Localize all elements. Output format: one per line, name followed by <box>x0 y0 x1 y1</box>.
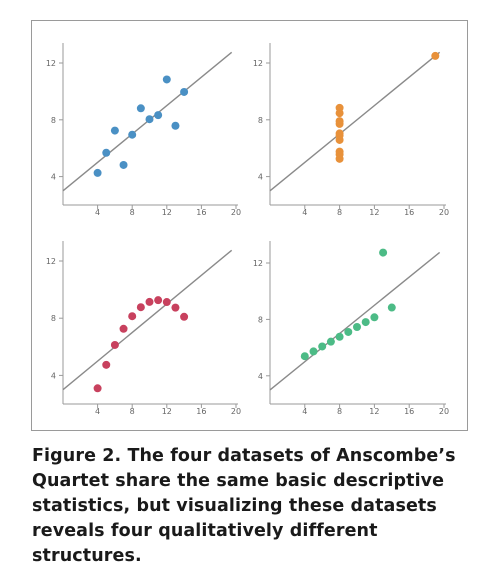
data-point <box>110 126 119 135</box>
data-point <box>309 347 318 356</box>
data-point <box>154 111 163 120</box>
scatter-panel-4: 4 8 12 16 20 4 8 12 <box>253 241 449 416</box>
data-point <box>171 121 180 130</box>
x-tick-label: 8 <box>337 407 342 416</box>
x-tick-label: 4 <box>302 407 307 416</box>
data-point <box>136 104 145 113</box>
data-point <box>128 130 137 139</box>
y-tick-label: 8 <box>51 116 56 125</box>
regression-line <box>62 249 233 391</box>
x-tick-label: 8 <box>130 208 135 217</box>
x-tick-label: 4 <box>302 208 307 217</box>
data-point <box>326 337 335 346</box>
y-tick-label: 12 <box>253 259 263 268</box>
y-tick-label: 4 <box>51 173 56 182</box>
data-point <box>145 297 154 306</box>
regression-line <box>269 251 441 391</box>
regression-line <box>269 51 441 192</box>
x-tick-label: 20 <box>231 208 241 217</box>
scatter-panel-1: 4 8 12 16 20 4 8 12 <box>46 43 241 217</box>
x-tick-label: 20 <box>439 407 449 416</box>
data-point <box>335 117 344 126</box>
data-point <box>119 324 128 333</box>
x-tick-label: 20 <box>231 407 241 416</box>
data-point <box>300 352 309 361</box>
x-tick-label: 16 <box>196 407 206 416</box>
data-point <box>180 312 189 321</box>
y-tick-label: 12 <box>253 59 263 68</box>
figure-frame <box>31 20 468 431</box>
data-point <box>335 109 344 118</box>
data-point <box>387 303 396 312</box>
y-tick-label: 12 <box>46 59 56 68</box>
data-point <box>335 332 344 341</box>
figure-caption: Figure 2. The four datasets of Anscombe’… <box>32 446 456 566</box>
y-tick-label: 8 <box>51 314 56 323</box>
y-tick-label: 4 <box>258 372 263 381</box>
x-tick-label: 16 <box>196 208 206 217</box>
data-point <box>93 384 102 393</box>
data-point <box>318 342 327 351</box>
data-point <box>431 51 440 60</box>
x-tick-label: 8 <box>337 208 342 217</box>
data-point <box>102 360 111 369</box>
data-point <box>93 168 102 177</box>
data-point <box>145 115 154 124</box>
data-point <box>162 75 171 84</box>
data-point <box>162 298 171 307</box>
data-point <box>344 327 353 336</box>
data-point <box>335 131 344 140</box>
data-point <box>171 303 180 312</box>
data-point <box>335 150 344 159</box>
x-tick-label: 16 <box>404 407 414 416</box>
x-tick-label: 16 <box>404 208 414 217</box>
data-point <box>361 318 370 327</box>
data-point <box>353 323 361 332</box>
x-tick-label: 12 <box>369 208 379 217</box>
data-point <box>379 248 388 257</box>
scatter-panel-2: 4 8 12 16 20 4 8 12 <box>253 43 449 217</box>
data-point <box>110 340 119 349</box>
y-tick-label: 8 <box>258 116 263 125</box>
x-tick-label: 8 <box>130 407 135 416</box>
y-tick-label: 8 <box>258 315 263 324</box>
data-point <box>370 313 379 322</box>
x-tick-label: 12 <box>162 407 172 416</box>
scatter-panel-3: 4 8 12 16 20 4 8 12 <box>46 241 241 416</box>
x-tick-label: 12 <box>162 208 172 217</box>
x-tick-label: 4 <box>95 208 100 217</box>
x-tick-label: 4 <box>95 407 100 416</box>
x-tick-label: 20 <box>439 208 449 217</box>
y-tick-label: 12 <box>46 257 56 266</box>
data-point <box>102 148 111 157</box>
data-point <box>119 160 128 169</box>
data-point <box>136 303 145 312</box>
data-point <box>180 87 189 96</box>
anscombe-charts: 4 8 12 16 20 4 8 12 4 8 12 16 20 4 8 12 4 8 12 16 20 4 8 12 4… <box>46 43 449 416</box>
data-point <box>128 312 137 321</box>
x-tick-label: 12 <box>369 407 379 416</box>
y-tick-label: 4 <box>258 173 263 182</box>
y-tick-label: 4 <box>51 371 56 380</box>
data-point <box>154 296 163 305</box>
